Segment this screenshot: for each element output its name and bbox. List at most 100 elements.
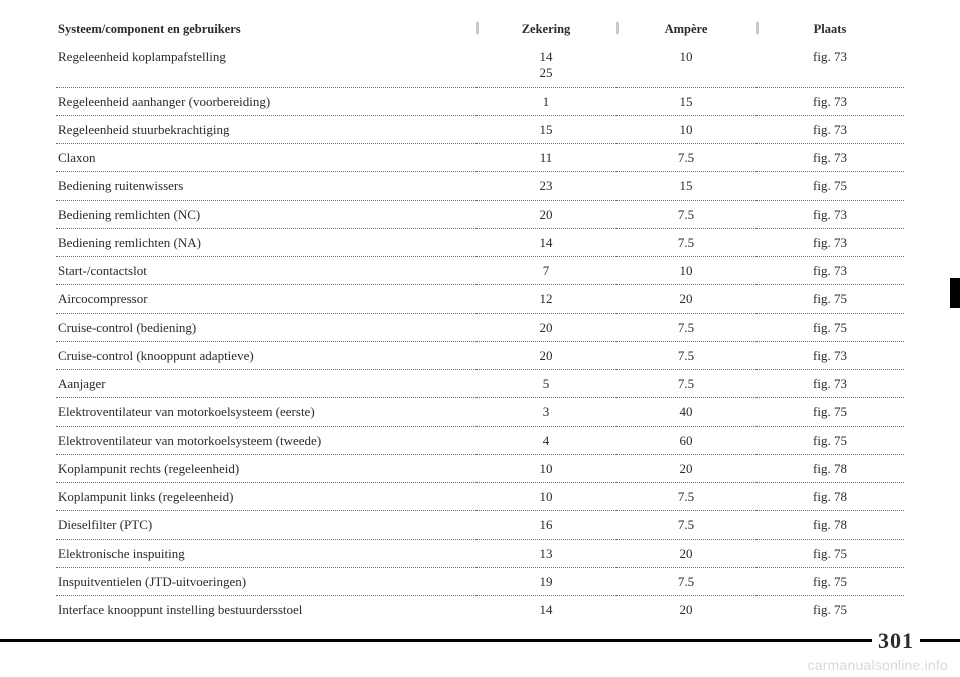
table-row: Bediening ruitenwissers2315fig. 75 (56, 172, 904, 200)
cell-system: Aircocompressor (56, 285, 476, 313)
cell-place: fig. 75 (756, 426, 904, 454)
cell-fuse: 20 (476, 313, 616, 341)
cell-place: fig. 78 (756, 454, 904, 482)
table-row: Elektroventilateur van motorkoelsysteem … (56, 398, 904, 426)
cell-fuse: 19 (476, 567, 616, 595)
thumb-tab (950, 278, 960, 308)
cell-amp: 7.5 (616, 313, 756, 341)
col-header-system: Systeem/component en gebruikers (56, 18, 476, 43)
cell-place: fig. 73 (756, 144, 904, 172)
table-header: Systeem/component en gebruikers Zekering… (56, 18, 904, 43)
table-row: Koplampunit links (regeleenheid)107.5fig… (56, 483, 904, 511)
cell-system: Bediening ruitenwissers (56, 172, 476, 200)
cell-amp: 20 (616, 596, 756, 624)
cell-amp: 7.5 (616, 200, 756, 228)
table-row: Regeleenheid koplampafstelling142510fig.… (56, 43, 904, 87)
cell-amp: 7.5 (616, 483, 756, 511)
cell-fuse: 10 (476, 483, 616, 511)
cell-amp: 7.5 (616, 370, 756, 398)
cell-fuse: 5 (476, 370, 616, 398)
cell-place: fig. 73 (756, 257, 904, 285)
cell-place: fig. 75 (756, 567, 904, 595)
table-row: Aanjager57.5fig. 73 (56, 370, 904, 398)
cell-place: fig. 73 (756, 115, 904, 143)
cell-amp: 10 (616, 43, 756, 87)
cell-place: fig. 75 (756, 172, 904, 200)
cell-fuse: 15 (476, 115, 616, 143)
cell-system: Regeleenheid stuurbekrachtiging (56, 115, 476, 143)
cell-system: Koplampunit links (regeleenheid) (56, 483, 476, 511)
table-row: Bediening remlichten (NC)207.5fig. 73 (56, 200, 904, 228)
cell-system: Regeleenheid koplampafstelling (56, 43, 476, 87)
fuse-table: Systeem/component en gebruikers Zekering… (56, 18, 904, 623)
table-body: Regeleenheid koplampafstelling142510fig.… (56, 43, 904, 623)
table-row: Dieselfilter (PTC)167.5fig. 78 (56, 511, 904, 539)
table-row: Regeleenheid stuurbekrachtiging1510fig. … (56, 115, 904, 143)
cell-amp: 7.5 (616, 567, 756, 595)
table-row: Elektronische inspuiting1320fig. 75 (56, 539, 904, 567)
cell-amp: 7.5 (616, 341, 756, 369)
table-row: Koplampunit rechts (regeleenheid)1020fig… (56, 454, 904, 482)
cell-fuse: 20 (476, 200, 616, 228)
document-page: Systeem/component en gebruikers Zekering… (0, 0, 960, 677)
cell-fuse: 1425 (476, 43, 616, 87)
table-row: Aircocompressor1220fig. 75 (56, 285, 904, 313)
watermark: carmanualsonline.info (808, 657, 948, 673)
cell-place: fig. 75 (756, 596, 904, 624)
cell-system: Regeleenheid aanhanger (voorbereiding) (56, 87, 476, 115)
cell-system: Koplampunit rechts (regeleenheid) (56, 454, 476, 482)
cell-fuse: 1 (476, 87, 616, 115)
cell-amp: 10 (616, 115, 756, 143)
table-row: Claxon117.5fig. 73 (56, 144, 904, 172)
cell-system: Bediening remlichten (NC) (56, 200, 476, 228)
table-row: Regeleenheid aanhanger (voorbereiding)11… (56, 87, 904, 115)
table-row: Interface knooppunt instelling bestuurde… (56, 596, 904, 624)
footer-rule (0, 639, 960, 642)
cell-system: Dieselfilter (PTC) (56, 511, 476, 539)
cell-system: Elektroventilateur van motorkoelsysteem … (56, 398, 476, 426)
cell-fuse: 20 (476, 341, 616, 369)
col-header-fuse: Zekering (476, 18, 616, 43)
page-number: 301 (872, 628, 920, 654)
cell-place: fig. 75 (756, 398, 904, 426)
cell-system: Start-/contactslot (56, 257, 476, 285)
cell-fuse: 13 (476, 539, 616, 567)
cell-fuse: 16 (476, 511, 616, 539)
cell-system: Bediening remlichten (NA) (56, 228, 476, 256)
cell-amp: 15 (616, 87, 756, 115)
cell-place: fig. 75 (756, 285, 904, 313)
cell-place: fig. 73 (756, 200, 904, 228)
cell-fuse: 10 (476, 454, 616, 482)
cell-place: fig. 78 (756, 483, 904, 511)
cell-amp: 60 (616, 426, 756, 454)
cell-system: Elektronische inspuiting (56, 539, 476, 567)
cell-amp: 10 (616, 257, 756, 285)
cell-fuse: 3 (476, 398, 616, 426)
cell-place: fig. 73 (756, 370, 904, 398)
table-row: Bediening remlichten (NA)147.5fig. 73 (56, 228, 904, 256)
cell-fuse: 23 (476, 172, 616, 200)
cell-fuse: 11 (476, 144, 616, 172)
cell-amp: 15 (616, 172, 756, 200)
cell-system: Claxon (56, 144, 476, 172)
cell-system: Elektroventilateur van motorkoelsysteem … (56, 426, 476, 454)
cell-amp: 7.5 (616, 511, 756, 539)
cell-place: fig. 73 (756, 43, 904, 87)
col-header-amp: Ampère (616, 18, 756, 43)
col-header-place: Plaats (756, 18, 904, 43)
table-row: Elektroventilateur van motorkoelsysteem … (56, 426, 904, 454)
cell-system: Cruise-control (knooppunt adaptieve) (56, 341, 476, 369)
cell-amp: 20 (616, 454, 756, 482)
cell-system: Aanjager (56, 370, 476, 398)
cell-amp: 7.5 (616, 228, 756, 256)
cell-system: Inspuitventielen (JTD-uitvoeringen) (56, 567, 476, 595)
cell-place: fig. 73 (756, 341, 904, 369)
cell-amp: 20 (616, 539, 756, 567)
table-row: Cruise-control (bediening)207.5fig. 75 (56, 313, 904, 341)
cell-fuse: 12 (476, 285, 616, 313)
cell-system: Interface knooppunt instelling bestuurde… (56, 596, 476, 624)
cell-amp: 40 (616, 398, 756, 426)
cell-place: fig. 75 (756, 313, 904, 341)
table-row: Cruise-control (knooppunt adaptieve)207.… (56, 341, 904, 369)
cell-amp: 7.5 (616, 144, 756, 172)
